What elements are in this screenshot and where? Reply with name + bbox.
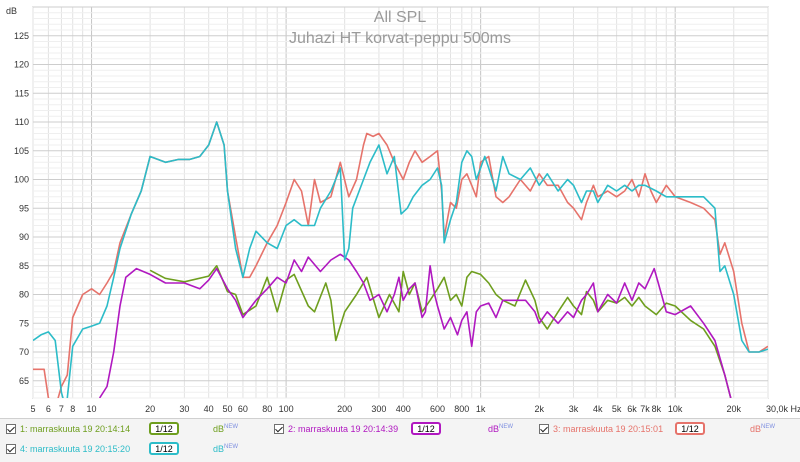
x-tick-label: 80: [262, 404, 272, 414]
new-text-2: NEW: [499, 424, 514, 430]
y-unit-label: dB: [6, 6, 17, 16]
x-tick-label: 6k: [627, 404, 637, 414]
x-tick-label: 7: [59, 404, 64, 414]
x-tick-label: 300: [371, 404, 386, 414]
series-line-4: [33, 121, 768, 398]
db-new-button-4[interactable]: dBNEW: [213, 444, 238, 454]
y-tick-label: 125: [14, 31, 29, 41]
y-tick-label: 75: [19, 318, 29, 328]
legend-label-4: 4: marraskuuta 19 20:15:20: [20, 444, 131, 454]
y-tick-label: 95: [19, 203, 29, 213]
checkbox-3[interactable]: [539, 424, 549, 434]
x-tick-label: 200: [337, 404, 352, 414]
y-tick-label: 80: [19, 290, 29, 300]
smoothing-button-3[interactable]: 1/12: [675, 422, 705, 435]
legend-item-1: 1: marraskuuta 19 20:14:14 1/12: [6, 421, 266, 439]
x-tick-label: 100: [279, 404, 294, 414]
y-tick-label: 85: [19, 261, 29, 271]
legend-label-3: 3: marraskuuta 19 20:15:01: [553, 424, 664, 434]
y-tick-label: 115: [15, 88, 29, 98]
db-text-2: dB: [488, 424, 500, 434]
db-text-1: dB: [213, 424, 225, 434]
x-tick-label: 8k: [652, 404, 662, 414]
x-tick-label: 1k: [476, 404, 486, 414]
x-tick-label: 7k: [640, 404, 650, 414]
x-tick-label: 6: [46, 404, 51, 414]
y-tick-label: 110: [15, 117, 29, 127]
db-new-button-3[interactable]: dBNEW: [750, 424, 775, 434]
y-tick-label: 90: [19, 232, 29, 242]
x-tick-label: 600: [430, 404, 445, 414]
checkbox-4[interactable]: [6, 444, 16, 454]
y-tick-label: 65: [19, 376, 29, 386]
legend-item-4: 4: marraskuuta 19 20:15:20 1/12: [6, 441, 266, 459]
smoothing-button-4[interactable]: 1/12: [149, 442, 179, 455]
x-tick-label: 50: [223, 404, 233, 414]
legend-item-3: 3: marraskuuta 19 20:15:01 1/12: [539, 421, 739, 439]
new-text-3: NEW: [761, 424, 776, 430]
x-tick-label: 10k: [668, 404, 683, 414]
x-tick-label: 10: [87, 404, 97, 414]
x-tick-label: 60: [238, 404, 248, 414]
x-tick-label: 2k: [534, 404, 544, 414]
spl-chart: 65 70 75 80 85 90 95 100 105 110 115 120 125 dB 5 6 7 8 10…: [0, 0, 800, 418]
y-tick-label: 70: [19, 347, 29, 357]
x-tick-label: 800: [454, 404, 469, 414]
x-tick-label: 8: [70, 404, 75, 414]
legend-item-2: 2: marraskuuta 19 20:14:39 1/12: [274, 421, 534, 439]
checkbox-2[interactable]: [274, 424, 284, 434]
x-tick-label: 3k: [569, 404, 579, 414]
chart-subtitle: Juhazi HT korvat-peppu 500ms: [288, 30, 512, 47]
series-line-1: [149, 264, 732, 398]
new-text-4: NEW: [224, 444, 239, 450]
x-tick-label: 5k: [612, 404, 622, 414]
x-tick-label: 4k: [593, 404, 603, 414]
x-tick-label: 20k: [726, 404, 741, 414]
series-line-2: [98, 253, 732, 398]
x-tick-label: 5: [30, 404, 35, 414]
legend-label-1: 1: marraskuuta 19 20:14:14: [20, 424, 131, 434]
x-tick-label: 30: [179, 404, 189, 414]
checkbox-1[interactable]: [6, 424, 16, 434]
x-tick-label: 400: [396, 404, 411, 414]
y-tick-label: 105: [14, 146, 29, 156]
db-new-button-1[interactable]: dBNEW: [213, 424, 238, 434]
legend-label-2: 2: marraskuuta 19 20:14:39: [288, 424, 399, 434]
legend-bar: 1: marraskuuta 19 20:14:14 1/12 dBNEW 2:…: [0, 418, 800, 462]
chart-title: All SPL: [373, 9, 427, 26]
y-tick-label: 100: [14, 175, 29, 185]
x-tick-label: 30,0k Hz: [766, 404, 800, 414]
db-text-4: dB: [213, 444, 225, 454]
db-text-3: dB: [750, 424, 762, 434]
x-tick-label: 40: [204, 404, 214, 414]
smoothing-button-1[interactable]: 1/12: [149, 422, 179, 435]
chart-plot[interactable]: 65 70 75 80 85 90 95 100 105 110 115 120 125 dB 5 6 7 8 10…: [0, 0, 800, 418]
new-text-1: NEW: [224, 424, 239, 430]
x-tick-label: 20: [145, 404, 155, 414]
db-new-button-2[interactable]: dBNEW: [488, 424, 513, 434]
smoothing-button-2[interactable]: 1/12: [411, 422, 441, 435]
y-tick-label: 120: [14, 60, 29, 70]
